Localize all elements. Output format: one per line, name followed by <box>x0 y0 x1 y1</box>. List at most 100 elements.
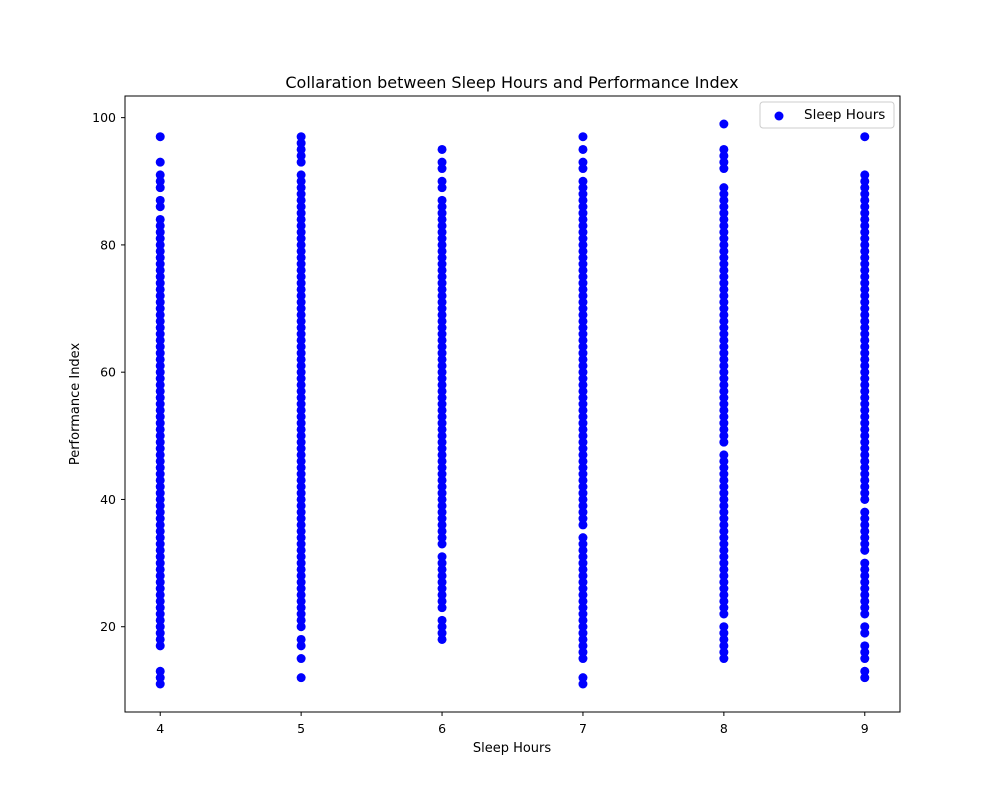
data-point <box>578 571 588 581</box>
data-point <box>719 475 729 485</box>
data-point <box>296 526 306 536</box>
x-axis-ticks: 4 5 6 7 8 9 <box>156 712 869 736</box>
data-point <box>296 386 306 396</box>
data-point <box>578 641 588 651</box>
data-point <box>155 342 165 352</box>
data-point <box>578 291 588 301</box>
data-point <box>578 494 588 504</box>
data-point <box>719 253 729 263</box>
data-point <box>719 437 729 447</box>
data-point <box>578 539 588 549</box>
data-point <box>437 469 447 479</box>
data-point <box>578 507 588 517</box>
data-point <box>296 176 306 186</box>
data-point <box>860 354 870 364</box>
data-point <box>578 679 588 689</box>
data-point <box>578 399 588 409</box>
data-point <box>719 348 729 358</box>
data-point <box>296 564 306 574</box>
data-point <box>296 144 306 154</box>
data-point <box>437 520 447 530</box>
data-point <box>437 234 447 244</box>
data-point <box>578 584 588 594</box>
data-point <box>296 577 306 587</box>
data-point <box>296 424 306 434</box>
data-point <box>719 450 729 460</box>
data-point <box>860 374 870 384</box>
data-point <box>437 310 447 320</box>
data-point <box>437 494 447 504</box>
data-point <box>155 584 165 594</box>
data-point <box>155 240 165 250</box>
data-point <box>860 405 870 415</box>
data-point <box>296 450 306 460</box>
data-point <box>437 634 447 644</box>
data-point <box>860 348 870 358</box>
data-point <box>578 482 588 492</box>
data-point <box>578 253 588 263</box>
data-point <box>437 507 447 517</box>
data-point <box>578 176 588 186</box>
data-point <box>719 558 729 568</box>
data-point <box>719 584 729 594</box>
data-point <box>578 208 588 218</box>
data-point <box>578 310 588 320</box>
data-point <box>155 234 165 244</box>
data-point <box>296 284 306 294</box>
data-point <box>860 246 870 256</box>
data-point <box>437 615 447 625</box>
legend-entry-sleep-hours: Sleep Hours <box>804 107 885 123</box>
data-point <box>437 456 447 466</box>
data-point <box>578 374 588 384</box>
data-point <box>719 424 729 434</box>
data-point <box>578 157 588 167</box>
data-point <box>578 361 588 371</box>
data-point <box>437 291 447 301</box>
data-point <box>155 246 165 256</box>
data-point <box>296 234 306 244</box>
data-point <box>155 176 165 186</box>
data-point <box>578 259 588 269</box>
data-point <box>719 507 729 517</box>
chart-title: Collaration between Sleep Hours and Perf… <box>285 73 738 92</box>
data-point <box>296 514 306 524</box>
data-point <box>860 214 870 224</box>
data-point <box>578 265 588 275</box>
data-point <box>578 246 588 256</box>
data-point <box>296 507 306 517</box>
data-point <box>296 393 306 403</box>
data-point <box>719 577 729 587</box>
data-point <box>437 584 447 594</box>
data-point <box>155 552 165 562</box>
data-point <box>578 234 588 244</box>
data-point <box>578 195 588 205</box>
data-point <box>578 590 588 600</box>
data-point <box>437 278 447 288</box>
data-point <box>860 361 870 371</box>
data-point <box>578 132 588 142</box>
data-point <box>719 494 729 504</box>
data-point <box>155 374 165 384</box>
data-point <box>155 323 165 333</box>
data-point <box>860 202 870 212</box>
data-point <box>155 609 165 619</box>
data-point <box>860 386 870 396</box>
data-point <box>578 272 588 282</box>
data-point <box>155 494 165 504</box>
data-point <box>437 361 447 371</box>
data-point <box>860 673 870 683</box>
data-point <box>578 189 588 199</box>
data-point <box>296 348 306 358</box>
data-point <box>155 501 165 511</box>
data-point <box>578 348 588 358</box>
plot-area-frame <box>124 95 901 713</box>
data-point <box>860 316 870 326</box>
data-point <box>155 673 165 683</box>
data-point <box>296 590 306 600</box>
data-point <box>296 571 306 581</box>
data-point <box>437 246 447 256</box>
data-point <box>155 291 165 301</box>
data-point <box>860 278 870 288</box>
data-point <box>296 291 306 301</box>
data-point <box>155 450 165 460</box>
